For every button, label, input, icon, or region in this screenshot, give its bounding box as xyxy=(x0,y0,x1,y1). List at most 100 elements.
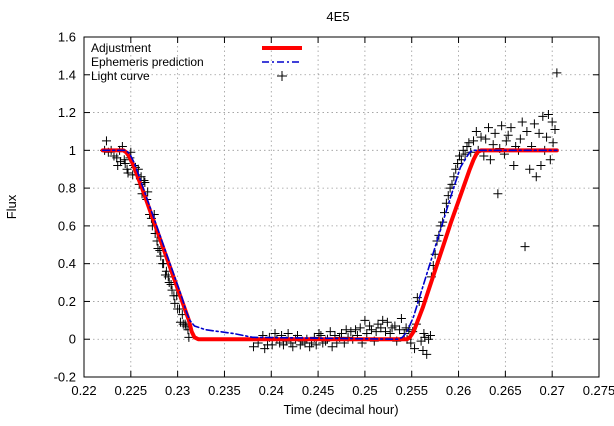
legend: Adjustment Ephemeris prediction Light cu… xyxy=(91,41,302,83)
light-curve-point xyxy=(270,329,280,339)
light-curve-point xyxy=(471,126,481,136)
light-curve-point xyxy=(525,164,535,174)
light-curve-point xyxy=(418,346,428,356)
x-tick-label: 0.27 xyxy=(540,383,565,398)
light-curve-point xyxy=(419,329,429,339)
light-curve-point xyxy=(550,125,560,135)
light-curve-point xyxy=(547,117,557,127)
light-curve-point xyxy=(170,298,180,308)
light-curve-point xyxy=(529,119,539,129)
plot-frame xyxy=(83,36,600,378)
x-tick-label: 0.26 xyxy=(446,383,471,398)
light-curve-point xyxy=(490,128,500,138)
light-curve-point xyxy=(120,159,130,169)
light-curve-point xyxy=(545,155,555,165)
light-curve-point xyxy=(485,155,495,165)
light-curve-point xyxy=(422,349,432,359)
light-curve-point xyxy=(548,138,558,148)
x-tick-label: 0.255 xyxy=(395,383,428,398)
light-curve-point xyxy=(509,160,519,170)
light-curve-point xyxy=(366,325,376,335)
light-curve-point xyxy=(416,336,426,346)
light-curve-point xyxy=(503,130,513,140)
x-tick-label: 0.265 xyxy=(489,383,522,398)
light-curve-point xyxy=(462,142,472,152)
x-tick-label: 0.24 xyxy=(259,383,284,398)
light-curve-point xyxy=(164,278,174,288)
x-tick-label: 0.22 xyxy=(71,383,96,398)
light-curve-point xyxy=(267,340,277,350)
y-tick-label: 0.8 xyxy=(58,181,76,196)
legend-label-light-curve: Light curve xyxy=(91,69,150,83)
light-curve-point xyxy=(341,325,351,335)
light-curve-point xyxy=(362,329,372,339)
y-axis-label: Flux xyxy=(4,194,19,219)
light-curve-point xyxy=(515,134,525,144)
light-curve-point xyxy=(311,340,321,350)
light-curve-point xyxy=(536,160,546,170)
light-curve-point xyxy=(484,123,494,133)
light-curve-point xyxy=(355,323,365,333)
chart-title: 4E5 xyxy=(326,9,349,24)
legend-swatch-light-curve xyxy=(277,71,287,81)
light-curve-point xyxy=(454,151,464,161)
light-curve-point xyxy=(248,342,258,352)
light-curve-point xyxy=(406,338,416,348)
light-curve-point xyxy=(497,121,507,131)
light-curve-point xyxy=(395,325,405,335)
light-curve-point xyxy=(337,329,346,339)
y-tick-label: 1 xyxy=(69,143,76,158)
light-curve-point xyxy=(453,159,463,169)
light-curve-point xyxy=(390,321,400,331)
light-curve-point xyxy=(479,151,489,161)
y-tick-label: 0.4 xyxy=(58,256,76,271)
light-curve-point xyxy=(451,164,461,174)
x-tick-label: 0.25 xyxy=(352,383,377,398)
light-curve-point xyxy=(376,323,386,333)
light-curve-point xyxy=(464,138,474,148)
light-curve-point xyxy=(360,315,370,325)
y-tick-label: 0 xyxy=(69,332,76,347)
x-axis-label: Time (decimal hour) xyxy=(283,402,398,417)
light-curve-point xyxy=(531,172,541,182)
light-curve-point xyxy=(476,132,486,142)
light-curve-point xyxy=(552,68,562,78)
light-curve-point xyxy=(314,329,324,339)
light-curve-point xyxy=(184,332,194,342)
light-curve-point xyxy=(382,317,392,327)
light-curve-point xyxy=(365,321,375,331)
light-curve-point xyxy=(469,136,479,146)
light-curve-point xyxy=(156,251,166,261)
light-curve-point xyxy=(425,330,435,340)
light-curve-point xyxy=(325,327,335,337)
legend-label-adjustment: Adjustment xyxy=(91,41,152,55)
light-curve-point xyxy=(346,327,356,337)
legend-label-ephemeris-prediction: Ephemeris prediction xyxy=(91,55,204,69)
y-tick-label: 1.4 xyxy=(58,67,76,82)
light-curve-point xyxy=(399,329,409,339)
light-curve-point xyxy=(167,285,177,295)
light-curve-point xyxy=(534,128,544,138)
light-curve-point xyxy=(123,168,133,178)
light-curve-point xyxy=(385,329,395,339)
light-curve-point xyxy=(381,327,391,337)
light-curve-point xyxy=(488,140,498,150)
light-curve-point xyxy=(378,315,388,325)
y-tick-label: 0.2 xyxy=(58,294,76,309)
light-curve-point xyxy=(288,342,298,352)
x-tick-label: 0.225 xyxy=(115,383,148,398)
light-curve-point xyxy=(517,117,527,127)
x-tick-label: 0.23 xyxy=(165,383,190,398)
light-curve-point xyxy=(410,344,420,354)
y-tick-label: 1.6 xyxy=(58,30,76,45)
light-curve-point xyxy=(501,136,511,146)
light-curve-point xyxy=(163,272,173,282)
light-curve-point xyxy=(543,109,553,119)
light-curve-point xyxy=(412,293,422,303)
light-curve-point xyxy=(122,164,132,174)
light-curve-point xyxy=(493,189,503,199)
light-curve-point xyxy=(522,126,532,136)
tick-layer: 0.22 0.225 0.23 0.235 0.24 0.245 0.25 0.255 0.26… xyxy=(54,30,614,399)
light-curve-point xyxy=(101,136,111,146)
